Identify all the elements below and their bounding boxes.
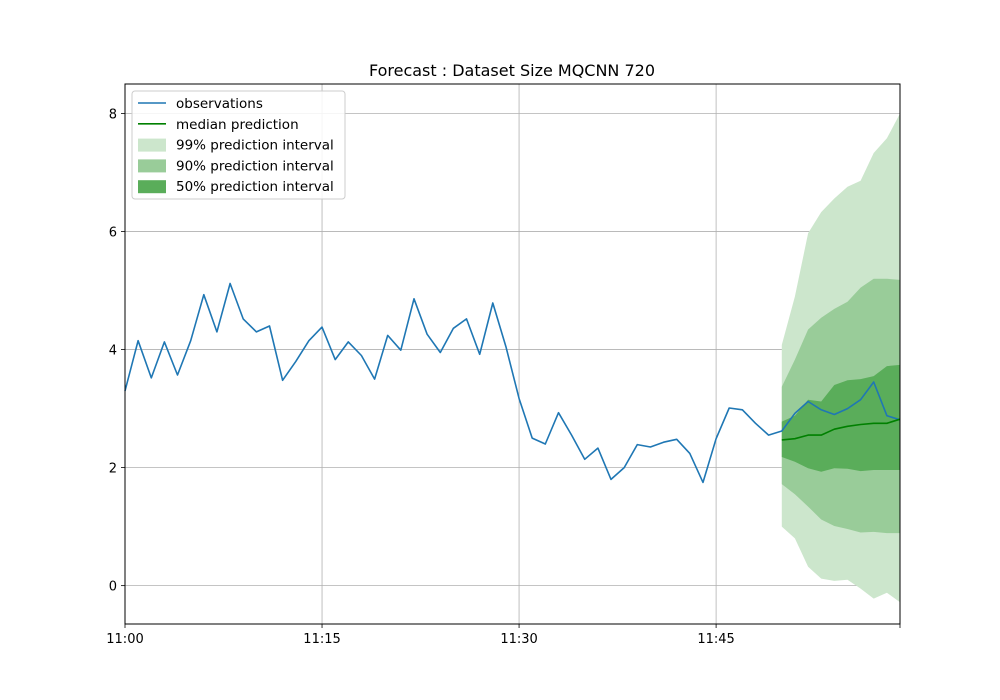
legend-patch-swatch <box>138 159 166 173</box>
y-tick-label: 6 <box>109 226 117 241</box>
legend-label: observations <box>176 96 263 112</box>
legend-label: 99% prediction interval <box>176 138 334 154</box>
series-lines <box>124 282 901 484</box>
chart-title: Forecast : Dataset Size MQCNN 720 <box>369 61 655 80</box>
prediction-intervals <box>781 113 900 603</box>
median-prediction-line <box>781 418 901 441</box>
legend-patch-swatch <box>138 138 166 152</box>
x-tick-label: 11:30 <box>500 632 537 647</box>
y-tick-label: 8 <box>109 108 117 123</box>
x-tick-label: 11:15 <box>303 632 340 647</box>
legend-label: median prediction <box>176 117 299 133</box>
x-tick-label: 11:45 <box>697 632 734 647</box>
legend: observations median prediction 99% predict… <box>131 90 346 200</box>
observations-line <box>124 282 901 484</box>
x-tick-label: 11:00 <box>106 632 143 647</box>
interval-50-band <box>781 364 900 472</box>
legend-label: 50% prediction interval <box>176 179 334 195</box>
legend-box <box>131 90 346 200</box>
y-tick-label: 0 <box>109 580 117 595</box>
y-tick-label: 2 <box>109 462 117 477</box>
plot-frame <box>124 83 901 625</box>
y-tick-label: 4 <box>109 344 117 359</box>
axis-ticks: 11:00 11:15 11:30 11:45 0 2 4 6 8 <box>106 108 901 647</box>
legend-patch-swatch <box>138 180 166 194</box>
legend-label: 90% prediction interval <box>176 158 334 174</box>
